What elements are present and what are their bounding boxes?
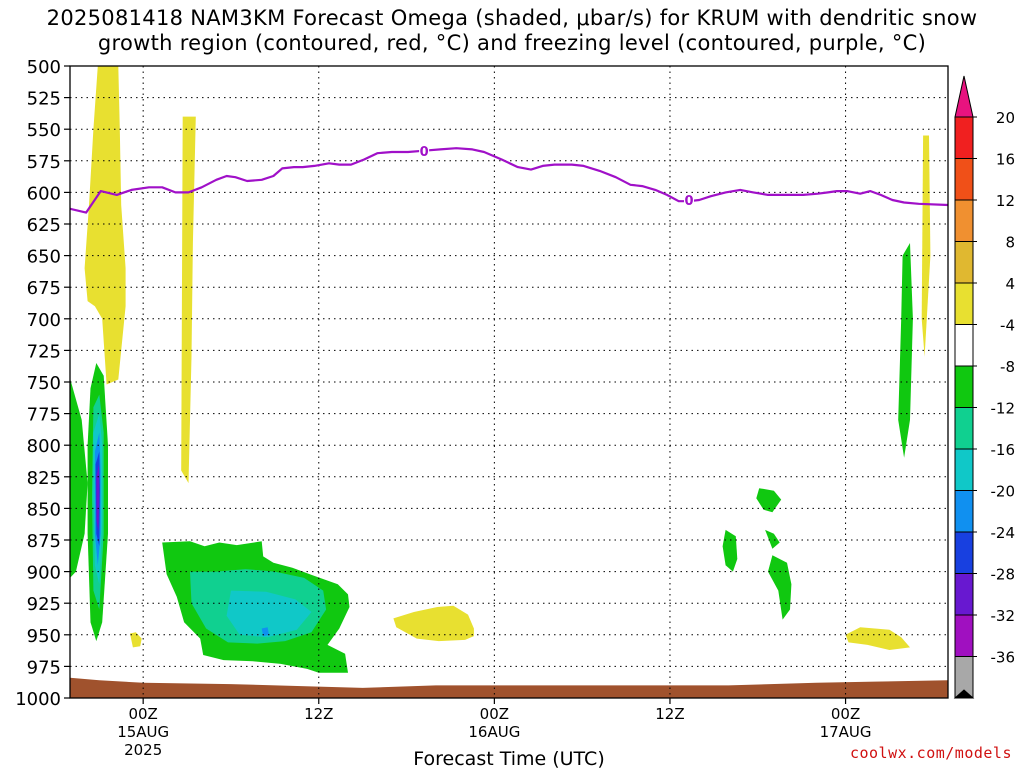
grid-lines xyxy=(70,66,948,698)
omega-region-0 xyxy=(84,66,126,385)
colorbar-label-13: -36 xyxy=(991,649,1016,667)
y-tick-label-625: 625 xyxy=(27,215,61,236)
surface-terrain-area xyxy=(70,677,948,698)
y-tick-label-875: 875 xyxy=(27,531,61,552)
colorbar-label-3: 8 xyxy=(1005,234,1015,252)
colorbar-label-8: -16 xyxy=(991,441,1016,459)
y-tick-label-850: 850 xyxy=(27,499,61,520)
colorbar-seg--8_-4 xyxy=(954,365,974,408)
omega-region-20 xyxy=(261,627,269,637)
omega-shaded-regions xyxy=(70,66,931,673)
omega-region-7 xyxy=(70,378,88,578)
chart-title-line1: 2025081418 NAM3KM Forecast Omega (shaded… xyxy=(46,6,978,30)
x-axis-label: Forecast Time (UTC) xyxy=(413,748,604,768)
omega-region-4 xyxy=(181,116,196,484)
y-tick-label-550: 550 xyxy=(27,120,61,141)
colorbar-seg--12_-8 xyxy=(954,407,974,450)
freezing-level-line xyxy=(70,147,948,214)
x-tick-date-24: 16AUG xyxy=(468,723,520,741)
omega-region-14 xyxy=(898,243,913,458)
x-tick-date-0: 15AUG xyxy=(117,723,169,741)
colorbar-seg-4_8 xyxy=(954,241,974,284)
colorbar-top-triangle xyxy=(954,75,974,118)
y-tick-label-825: 825 xyxy=(27,468,61,489)
colorbar-label-1: 16 xyxy=(996,151,1015,169)
x-tick-label-36: 12Z xyxy=(655,705,684,723)
omega-region-12 xyxy=(768,555,792,620)
y-axis: 500 525 550 575 600 625 650 675 700 725 750 775 800 8… xyxy=(15,57,70,710)
y-tick-label-925: 925 xyxy=(27,594,61,615)
freezing-level: 00 xyxy=(70,144,948,214)
freezing-level-label-0: 0 xyxy=(420,145,429,160)
freezing-level-label-1: 0 xyxy=(684,194,693,209)
colorbar-label-2: 12 xyxy=(996,192,1015,210)
x-tick-label-24: 00Z xyxy=(480,705,509,723)
colorbar-seg--32_-28 xyxy=(954,614,974,657)
omega-region-5 xyxy=(845,627,910,650)
y-tick-label-975: 975 xyxy=(27,657,61,678)
x-tick-date-48: 17AUG xyxy=(820,723,872,741)
x-tick-label-48: 00Z xyxy=(831,705,860,723)
y-tick-label-900: 900 xyxy=(27,563,61,584)
omega-region-3 xyxy=(130,632,142,648)
colorbar-label-0: 20 xyxy=(996,109,1015,127)
colorbar-seg--28_-24 xyxy=(954,573,974,616)
colorbar-label-4: 4 xyxy=(1005,275,1015,293)
y-tick-label-725: 725 xyxy=(27,341,61,362)
colorbar-seg--20_-16 xyxy=(954,490,974,533)
colorbar-label-11: -28 xyxy=(991,566,1016,584)
y-tick-label-675: 675 xyxy=(27,278,61,299)
y-tick-label-1000: 1000 xyxy=(15,689,61,710)
colorbar-label-12: -32 xyxy=(991,607,1016,625)
y-tick-label-775: 775 xyxy=(27,405,61,426)
y-tick-label-700: 700 xyxy=(27,310,61,331)
omega-region-11 xyxy=(765,529,780,549)
x-tick-label-0: 00Z xyxy=(128,705,157,723)
omega-region-18 xyxy=(226,590,312,638)
colorbar-seg-8_12 xyxy=(954,199,974,242)
colorbar-label-6: -8 xyxy=(1000,358,1015,376)
y-tick-label-575: 575 xyxy=(27,152,61,173)
colorbar-label-10: -24 xyxy=(991,524,1016,542)
omega-region-13 xyxy=(722,529,738,572)
colorbar-label-9: -20 xyxy=(991,483,1016,501)
omega-region-1 xyxy=(103,66,108,72)
colorbar-seg-0_4 xyxy=(954,282,974,325)
omega-region-10 xyxy=(756,488,782,513)
surface-terrain xyxy=(70,677,948,698)
colorbar: 20 16 12 8 4 -4 -8 -12 -16 -20 -24 -28 -32 -36 xyxy=(953,75,1016,699)
x-tick-label-12: 12Z xyxy=(304,705,333,723)
freezing-label-bg-0 xyxy=(419,144,430,158)
y-tick-label-500: 500 xyxy=(27,57,61,78)
x-tick-year-0: 2025 xyxy=(124,741,162,759)
colorbar-seg--24_-20 xyxy=(954,531,974,574)
omega-region-22 xyxy=(96,464,100,532)
colorbar-bottom-triangle xyxy=(953,689,975,699)
y-tick-label-600: 600 xyxy=(27,183,61,204)
freezing-label-bg-1 xyxy=(683,194,694,208)
y-tick-label-950: 950 xyxy=(27,626,61,647)
colorbar-seg--16_-12 xyxy=(954,448,974,491)
colorbar-label-5: -4 xyxy=(1000,317,1015,335)
colorbar-seg--4_4 xyxy=(954,324,974,367)
y-tick-label-525: 525 xyxy=(27,89,61,110)
colorbar-seg-16_20 xyxy=(954,116,974,159)
colorbar-label-7: -12 xyxy=(991,400,1016,418)
chart-title-line2: growth region (contoured, red, °C) and f… xyxy=(97,31,927,55)
omega-region-2 xyxy=(393,605,474,642)
y-tick-label-800: 800 xyxy=(27,436,61,457)
colorbar-seg-12_16 xyxy=(954,158,974,201)
y-tick-label-650: 650 xyxy=(27,247,61,268)
omega-region-6 xyxy=(921,135,931,357)
credit-text: coolwx.com/models xyxy=(849,744,1012,762)
y-tick-label-750: 750 xyxy=(27,373,61,394)
